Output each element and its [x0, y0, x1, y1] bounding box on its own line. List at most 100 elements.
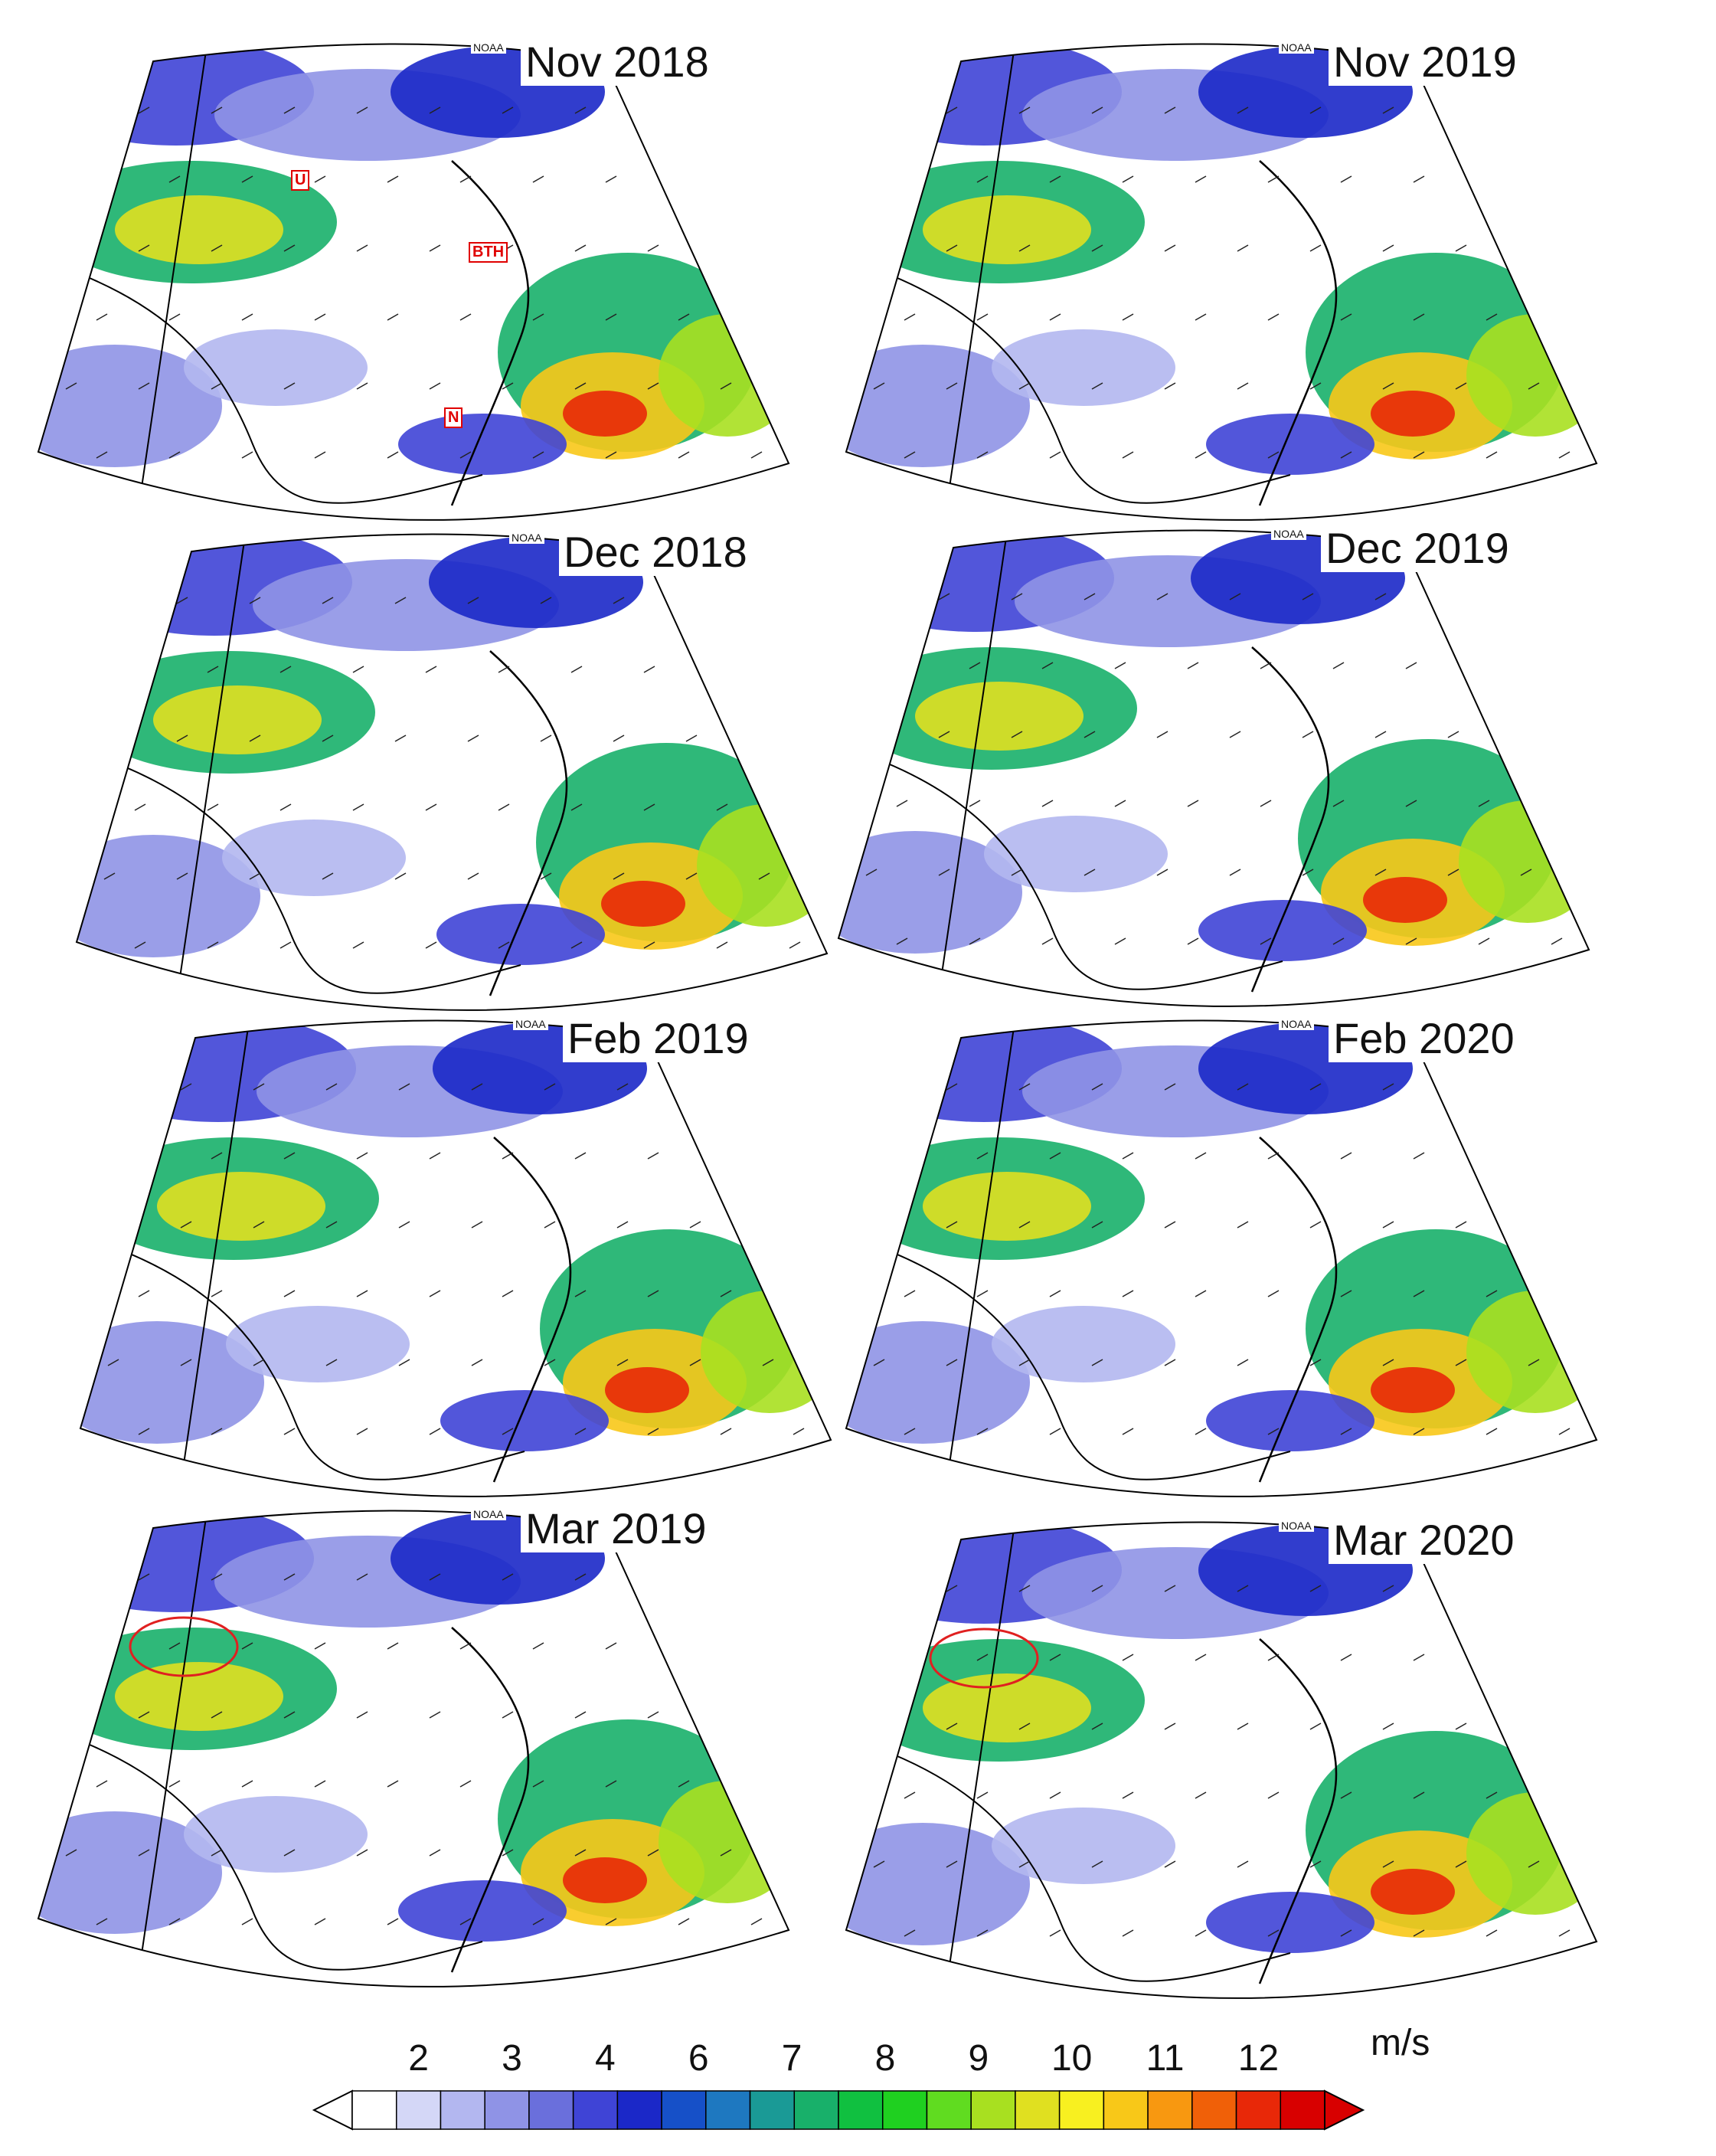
- colorbar-swatch: [395, 2090, 442, 2130]
- wind-vector-arrow: [1447, 731, 1459, 738]
- wind-vector-arrow: [720, 1428, 732, 1435]
- colorbar-max-arrow: [1324, 2089, 1365, 2131]
- wind-vector-arrow: [647, 1428, 659, 1435]
- wind-vector-arrow: [471, 1359, 483, 1366]
- colorbar-tick-label: 12: [1237, 2038, 1280, 2079]
- wind-vector-arrow: [873, 244, 885, 252]
- wind-vector-arrow: [1558, 1428, 1571, 1435]
- map-panel-feb-2020: Feb 2020 NOAA: [831, 1015, 1604, 1497]
- wind-vector-arrow: [498, 666, 510, 673]
- wind-vector-arrow: [429, 1152, 441, 1160]
- wind-vector-arrow: [314, 1918, 326, 1925]
- wind-vector-arrow: [1309, 1860, 1322, 1868]
- wind-vector-arrow: [1267, 1654, 1280, 1661]
- wind-vector-arrow: [720, 244, 732, 252]
- wind-vector-arrow: [1302, 731, 1314, 738]
- wind-vector-arrow: [1486, 1152, 1498, 1160]
- wind-vector-arrow: [1302, 869, 1314, 876]
- wind-vector-arrow: [138, 1428, 150, 1435]
- wind-vector-arrow: [1156, 869, 1169, 876]
- wind-vector-arrow: [678, 1918, 690, 1925]
- wind-vector-arrow: [65, 1849, 77, 1857]
- wind-vector-arrow: [1528, 1359, 1540, 1366]
- wind-vector-arrow: [1551, 662, 1563, 669]
- wind-vector-arrow: [1486, 175, 1498, 183]
- wind-vector-arrow: [207, 666, 219, 673]
- wind-field-area: [1371, 1869, 1455, 1915]
- wind-vector-arrow: [750, 1918, 763, 1925]
- wind-vector-arrow: [1332, 662, 1345, 669]
- wind-vector-arrow: [134, 941, 146, 949]
- wind-vector-arrow: [762, 1083, 774, 1091]
- wind-vector-arrow: [107, 1083, 119, 1091]
- wind-vector-arrow: [1382, 1723, 1394, 1730]
- wind-vector-arrow: [1195, 313, 1207, 321]
- wind-vector-arrow: [1413, 1428, 1425, 1435]
- wind-vector-arrow: [873, 106, 885, 114]
- wind-vector-arrow: [946, 106, 958, 114]
- wind-field-area: [398, 414, 567, 475]
- wind-vector-arrow: [613, 734, 625, 742]
- wind-vector-arrow: [540, 734, 552, 742]
- wind-vector-arrow: [1049, 1654, 1061, 1661]
- wind-vector-arrow: [1558, 1791, 1571, 1799]
- wind-vector-arrow: [616, 1221, 629, 1228]
- wind-field-area: [440, 1390, 609, 1451]
- panel-title-mar-2020: Mar 2020: [1329, 1516, 1519, 1564]
- wind-vector-arrow: [249, 872, 261, 880]
- wind-vector-arrow: [498, 803, 510, 811]
- wind-vector-arrow: [467, 734, 479, 742]
- wind-field-area: [923, 1172, 1091, 1241]
- wind-vector-arrow: [1229, 869, 1241, 876]
- colorbar-swatch: [881, 2090, 928, 2130]
- noaa-watermark: NOAA: [509, 532, 544, 544]
- wind-vector-arrow: [605, 1918, 617, 1925]
- wind-vector-arrow: [1447, 593, 1459, 600]
- wind-vector-arrow: [532, 1642, 544, 1650]
- wind-vector-arrow: [678, 1642, 690, 1650]
- wind-vector-arrow: [1229, 593, 1241, 600]
- wind-vector-arrow: [1091, 1860, 1103, 1868]
- wind-vector-arrow: [574, 1152, 587, 1160]
- wind-vector-arrow: [65, 106, 77, 114]
- wind-vector-arrow: [873, 1723, 885, 1730]
- wind-vector-arrow: [1195, 1654, 1207, 1661]
- wind-vector-arrow: [502, 1152, 514, 1160]
- wind-vector-arrow: [1374, 731, 1387, 738]
- wind-field-area: [1466, 1792, 1597, 1915]
- wind-vector-arrow: [1237, 244, 1249, 252]
- wind-vector-arrow: [241, 451, 253, 459]
- wind-vector-arrow: [459, 1642, 472, 1650]
- wind-vector-arrow: [314, 175, 326, 183]
- wind-vector-arrow: [678, 1780, 690, 1788]
- wind-vector-arrow: [1455, 1359, 1467, 1366]
- wind-field-area: [157, 1172, 325, 1241]
- wind-vector-arrow: [969, 662, 981, 669]
- colorbar-swatch: [351, 2090, 397, 2130]
- wind-vector-arrow: [1237, 1083, 1249, 1091]
- wind-vector-arrow: [356, 1711, 368, 1719]
- wind-vector-arrow: [716, 666, 728, 673]
- wind-vector-arrow: [1528, 1083, 1540, 1091]
- wind-vector-arrow: [1011, 731, 1023, 738]
- wind-vector-arrow: [241, 1642, 253, 1650]
- wind-vector-arrow: [873, 1585, 885, 1592]
- wind-field-area: [153, 685, 322, 754]
- highlight-ring: [129, 1616, 239, 1677]
- wind-vector-arrow: [1091, 382, 1103, 390]
- wind-vector-arrow: [689, 1221, 701, 1228]
- wind-vector-arrow: [1164, 1860, 1176, 1868]
- wind-vector-arrow: [976, 1290, 989, 1297]
- panel-title-nov-2019: Nov 2019: [1329, 38, 1522, 86]
- wind-vector-arrow: [429, 382, 441, 390]
- wind-vector-arrow: [1237, 106, 1249, 114]
- wind-field-area: [115, 1662, 283, 1731]
- wind-vector-arrow: [689, 1359, 701, 1366]
- map-panel-mar-2019: Mar 2019 NOAA: [23, 1505, 796, 1988]
- wind-vector-arrow: [502, 1849, 514, 1857]
- wind-vector-arrow: [249, 734, 261, 742]
- wind-vector-arrow: [685, 872, 698, 880]
- wind-vector-arrow: [605, 313, 617, 321]
- wind-vector-arrow: [65, 1573, 77, 1581]
- wind-vector-arrow: [1382, 1860, 1394, 1868]
